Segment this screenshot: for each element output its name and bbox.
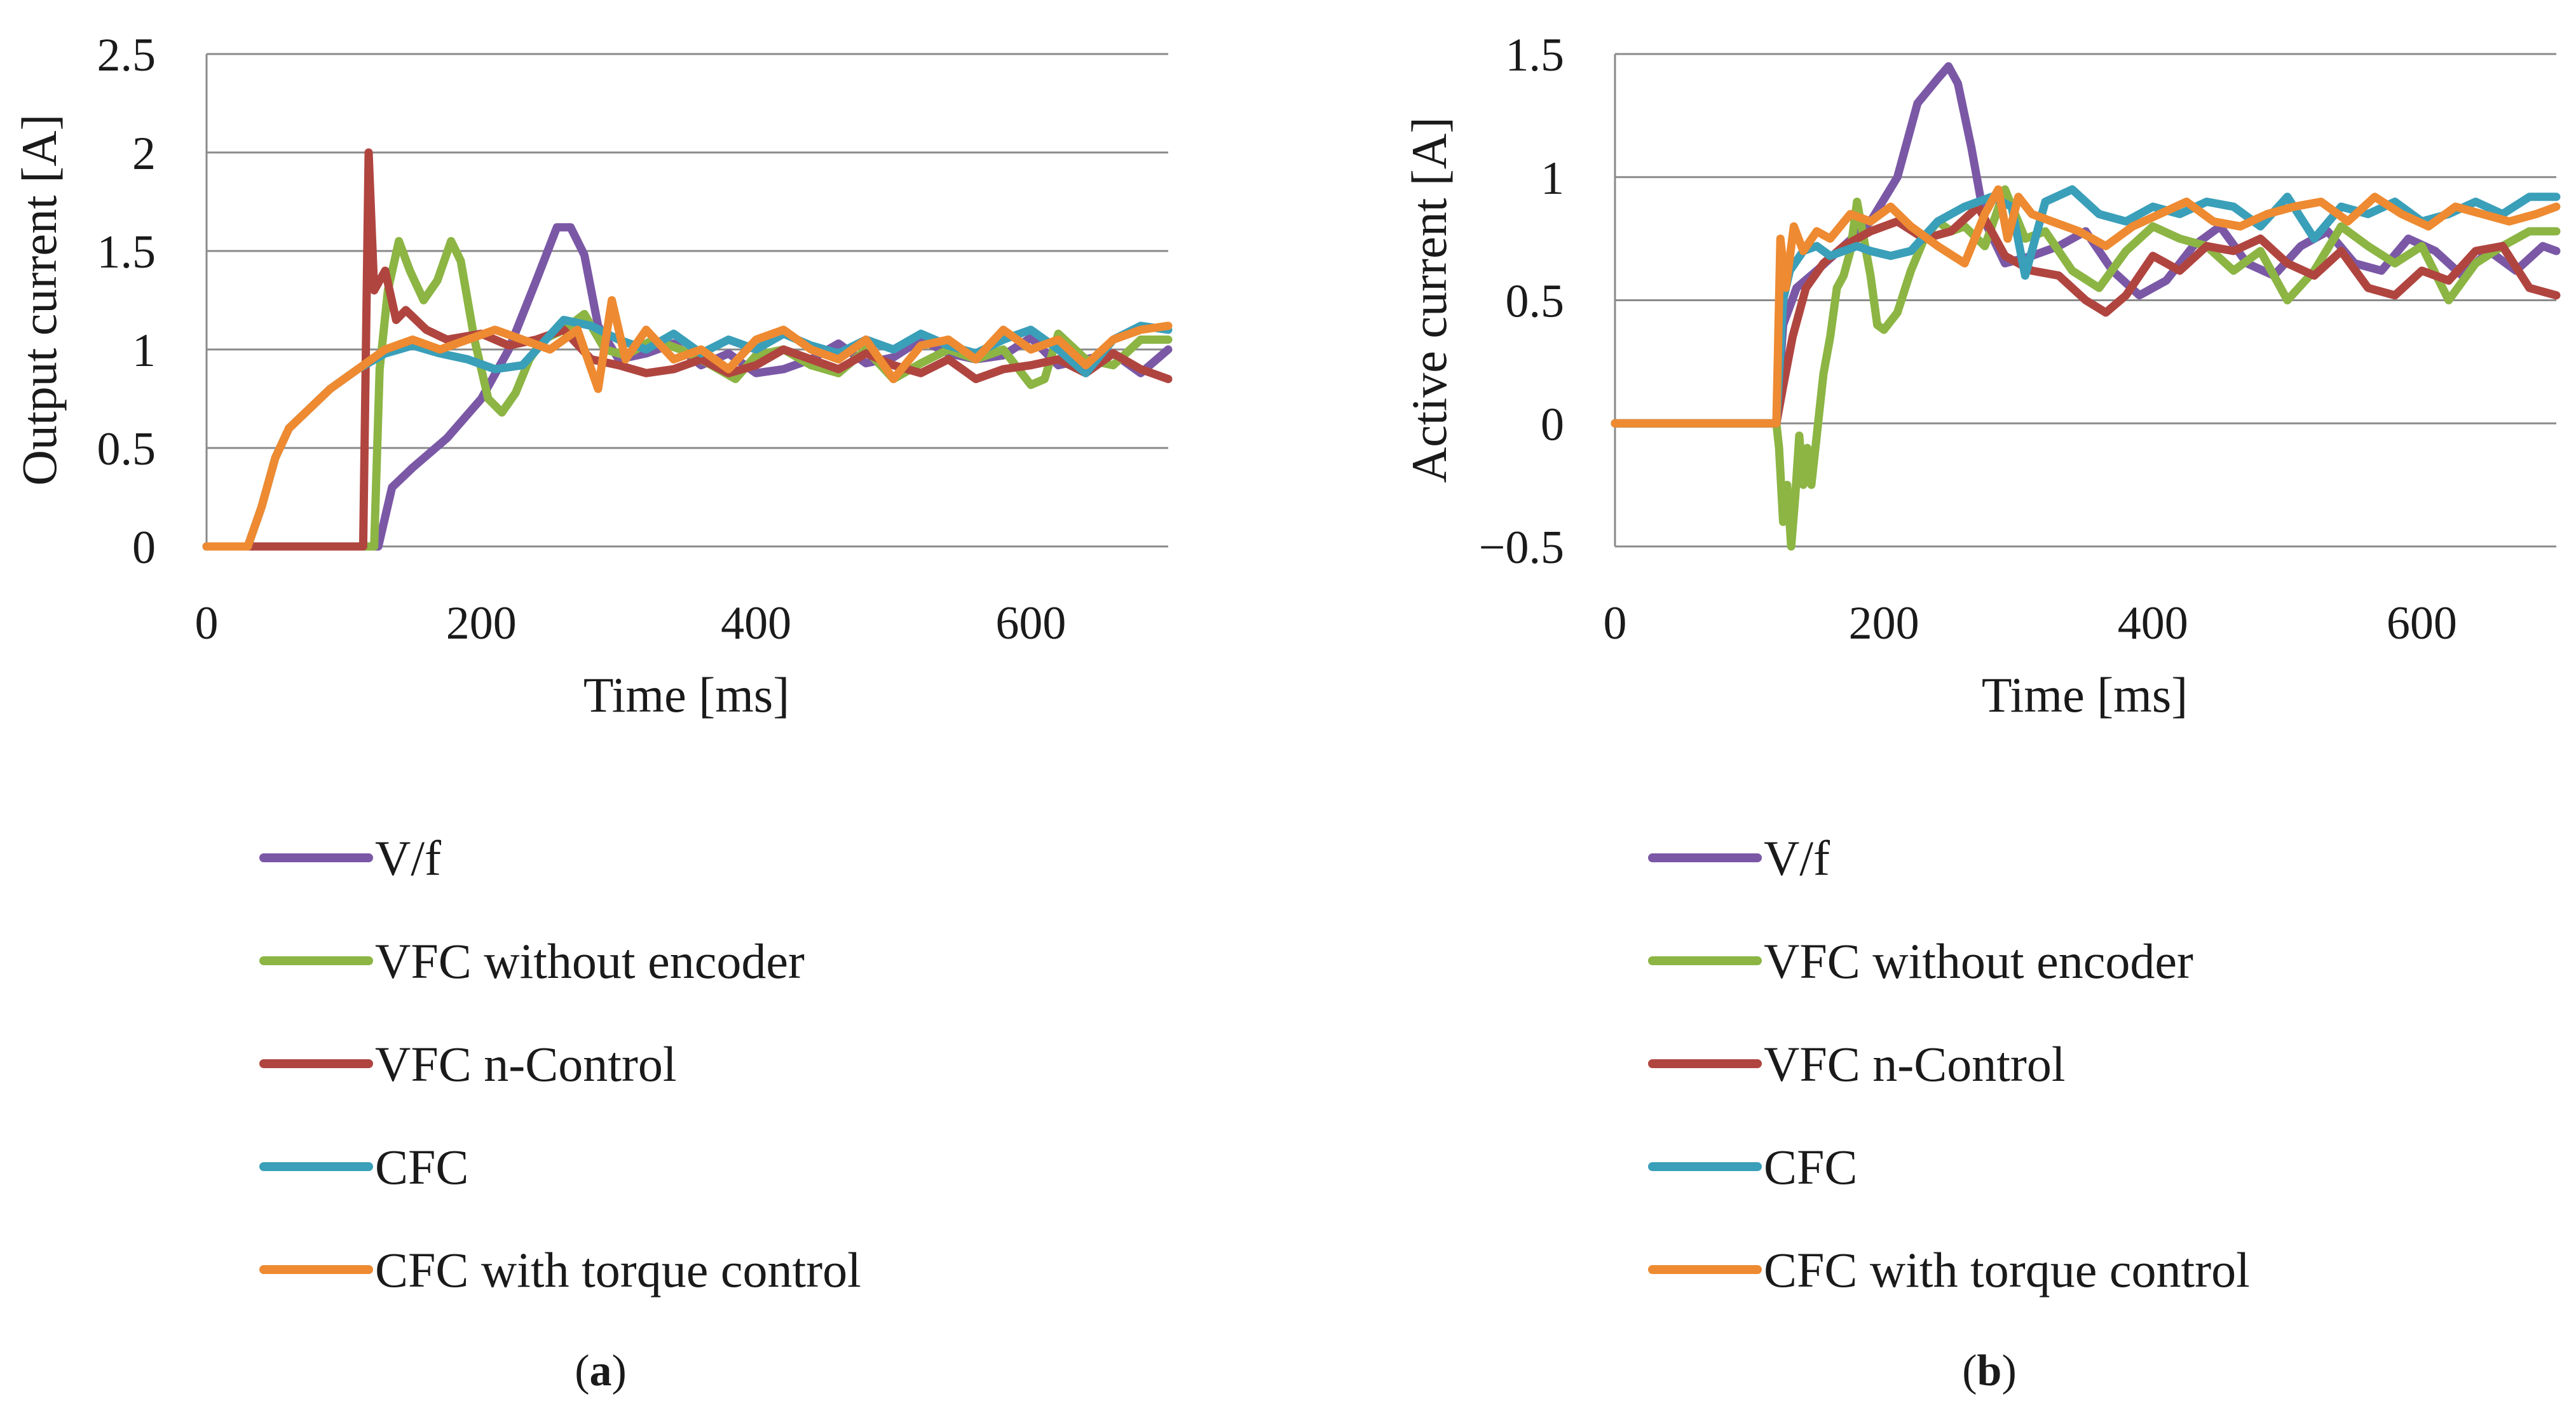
y-tick-label: −0.5 (1479, 522, 1564, 574)
legend-label: CFC with torque control (1764, 1242, 2250, 1298)
y-axis-label: Output current [A] (11, 114, 67, 486)
series-line-v-f (202, 223, 1173, 551)
y-tick-label: 0 (132, 522, 156, 574)
legend-label: VFC without encoder (375, 933, 805, 989)
chart-a: 0 0.5 1 1.5 2 2.5 0 200 400 600 Time [ms] Output cu… (11, 29, 1173, 1395)
y-tick-label: 2.5 (97, 29, 156, 81)
caption-close: ) (2001, 1346, 2016, 1395)
legend-label: CFC with torque control (375, 1242, 861, 1298)
x-axis-label: Time [ms] (1982, 667, 2188, 722)
series-line-cfc (1611, 185, 2561, 428)
y-tick-label: 2 (132, 128, 156, 180)
legend-label: VFC without encoder (1764, 933, 2193, 989)
series-line-cfc-with-torque-control (1611, 185, 2561, 428)
y-tick-label: 0.5 (1506, 276, 1565, 328)
y-tick-label: 1.5 (1506, 29, 1565, 81)
series-line-vfc-without-encoder (202, 237, 1173, 551)
series-line-vfc-n-control (202, 148, 1173, 551)
x-tick-label: 200 (446, 597, 517, 649)
caption-letter: a (590, 1346, 612, 1395)
caption-close: ) (612, 1346, 627, 1395)
x-tick-label: 0 (1604, 597, 1627, 649)
x-tick-label: 0 (195, 597, 219, 649)
legend-label: V/f (1764, 830, 1830, 886)
x-tick-label: 200 (1849, 597, 1919, 649)
legend-label: V/f (375, 830, 441, 886)
legend-label: VFC n-Control (375, 1036, 677, 1092)
series-line-v-f (1611, 62, 2561, 428)
y-axis-label: Active current [A] (1401, 117, 1457, 483)
panel-caption: (b) (1962, 1346, 2017, 1395)
series-line-cfc-with-torque-control (202, 296, 1173, 551)
y-tick-label: 1 (1541, 153, 1564, 205)
legend-label: CFC (375, 1139, 468, 1195)
panel-caption: (a) (575, 1346, 627, 1395)
caption-open: ( (1962, 1346, 1977, 1395)
y-tick-label: 1 (132, 325, 156, 377)
x-tick-label: 400 (721, 597, 791, 649)
legend-label: CFC (1764, 1139, 1857, 1195)
x-tick-label: 600 (2387, 597, 2457, 649)
y-tick-label: 0 (1541, 398, 1564, 451)
x-tick-label: 400 (2118, 597, 2188, 649)
x-axis-label: Time [ms] (583, 667, 789, 722)
legend-label: VFC n-Control (1764, 1036, 2066, 1092)
caption-letter: b (1977, 1346, 2002, 1395)
caption-open: ( (575, 1346, 589, 1395)
y-tick-label: 1.5 (97, 226, 156, 278)
chart-b: −0.5 0 0.5 1 1.5 0 200 400 600 Time [ms] Active cu… (1401, 29, 2561, 1395)
x-tick-label: 600 (995, 597, 1066, 649)
y-tick-label: 0.5 (97, 423, 156, 475)
